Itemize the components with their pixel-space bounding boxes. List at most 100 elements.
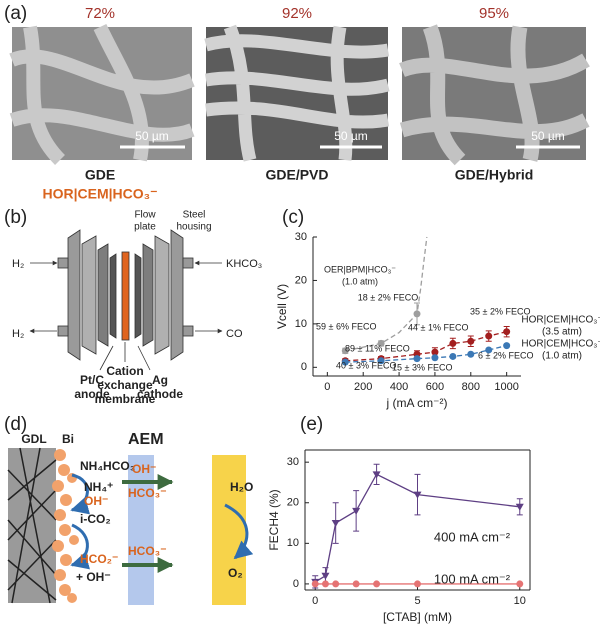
part-label: Steel xyxy=(183,210,206,221)
arrow xyxy=(224,503,254,560)
label: GDL xyxy=(21,432,46,446)
panel-label: (d) xyxy=(4,414,27,435)
y-tick-label: 20 xyxy=(287,497,299,509)
x-tick-label: 600 xyxy=(426,381,444,393)
arrow xyxy=(70,473,91,515)
leader xyxy=(137,345,151,371)
port-label: H₂ xyxy=(12,328,24,340)
series-label: (1.0 atm) xyxy=(542,351,582,362)
membrane xyxy=(121,251,130,341)
marker xyxy=(311,580,319,588)
transport: OH⁻ xyxy=(132,462,156,476)
series-label: HOR|CEM|HCO₃⁻ xyxy=(521,315,600,326)
transport: HCO₃⁻ xyxy=(128,544,167,558)
x-tick-label: 400 xyxy=(390,381,408,393)
caption: GDE/PVD xyxy=(265,167,328,183)
x-tick-label: 1000 xyxy=(494,381,518,393)
transport: HCO₃⁻ xyxy=(128,486,167,500)
percent: 72% xyxy=(85,5,115,22)
aem xyxy=(128,455,154,605)
part-label: plate xyxy=(134,222,156,233)
mechanism-diagram xyxy=(7,447,254,605)
panel-label: (b) xyxy=(4,207,27,228)
leader xyxy=(99,345,114,371)
arrow xyxy=(70,523,91,570)
series-line xyxy=(345,344,507,363)
fitting xyxy=(57,325,69,337)
annotation: OER|BPM|HCO₃⁻ xyxy=(324,264,396,274)
plate xyxy=(81,235,97,355)
sem-images xyxy=(9,24,590,166)
x-tick-label: 200 xyxy=(354,381,372,393)
marker xyxy=(352,580,360,588)
port-label: KHCO₃ xyxy=(226,258,262,270)
caption: HOR|CEM|HCO₃⁻ xyxy=(42,186,157,202)
series-label: HOR|CEM|HCO₃⁻ xyxy=(521,339,600,350)
y-tick-label: 20 xyxy=(295,274,307,286)
series-line xyxy=(345,331,507,362)
marker xyxy=(449,339,457,347)
fiber xyxy=(9,24,195,165)
y-axis-label: Vcell (V) xyxy=(275,284,289,329)
part-label: exchange xyxy=(97,378,153,392)
anode-layer xyxy=(212,455,246,605)
port-label: H₂ xyxy=(12,258,24,270)
marker xyxy=(321,572,330,580)
part-label: cathode xyxy=(137,387,183,401)
annotation: 59 ± 6% FECO xyxy=(316,321,376,331)
part-label: Pt/C xyxy=(80,373,104,387)
x-tick-label: 5 xyxy=(414,595,420,607)
x-axis-label: j (mA cm⁻²) xyxy=(386,396,448,410)
marker xyxy=(515,503,524,511)
x-tick-label: 10 xyxy=(514,595,526,607)
plate xyxy=(154,235,170,355)
scale-label: 50 µm xyxy=(135,129,169,143)
part-label: Ag xyxy=(152,373,168,387)
species: HCO₂⁻ xyxy=(80,552,118,566)
species: O₂ xyxy=(228,566,243,580)
caption: GDE xyxy=(85,167,115,183)
marker xyxy=(332,580,340,588)
x-axis-label: [CTAB] (mM) xyxy=(383,610,452,624)
panel-label: (e) xyxy=(300,414,323,435)
species: OH⁻ xyxy=(84,494,108,508)
label: Bi xyxy=(62,432,74,446)
marker xyxy=(352,507,361,515)
marker xyxy=(485,332,493,340)
anode-plate xyxy=(97,243,109,347)
series-label: (3.5 atm) xyxy=(542,327,582,338)
port-label: CO xyxy=(226,328,243,340)
housing xyxy=(170,229,184,361)
annotation: 18 ± 2% FECO xyxy=(358,292,418,302)
marker xyxy=(449,352,457,360)
housing xyxy=(67,229,81,361)
marker xyxy=(431,348,439,356)
series-label: 400 mA cm⁻² xyxy=(434,529,511,544)
annotation: 40 ± 3% FECO xyxy=(336,360,396,370)
marker xyxy=(485,346,493,354)
part-label: membrane xyxy=(95,392,156,406)
percent: 95% xyxy=(479,5,509,22)
species: NH₄⁺ xyxy=(84,480,113,494)
part-label: Cation xyxy=(106,364,143,378)
marker xyxy=(377,357,385,365)
scale-label: 50 µm xyxy=(334,129,368,143)
species: H₂O xyxy=(230,480,253,494)
annotation: 6 ± 2% FECO xyxy=(478,350,533,360)
marker xyxy=(467,337,475,345)
marker xyxy=(467,350,475,358)
series-label: 100 mA cm⁻² xyxy=(434,571,511,586)
part-label: Flow xyxy=(134,210,156,221)
part-label: housing xyxy=(176,222,211,233)
fitting xyxy=(182,325,194,337)
marker xyxy=(341,358,349,366)
label: AEM xyxy=(128,431,164,448)
fiber xyxy=(399,24,590,166)
marker xyxy=(414,580,421,588)
species: + OH⁻ xyxy=(76,570,111,584)
annotation: 89 ± 11% FECO xyxy=(345,343,410,353)
marker xyxy=(431,354,439,362)
caption: GDE/Hybrid xyxy=(455,167,534,183)
marker xyxy=(331,520,340,528)
annotation: 44 ± 1% FECO xyxy=(408,322,468,332)
